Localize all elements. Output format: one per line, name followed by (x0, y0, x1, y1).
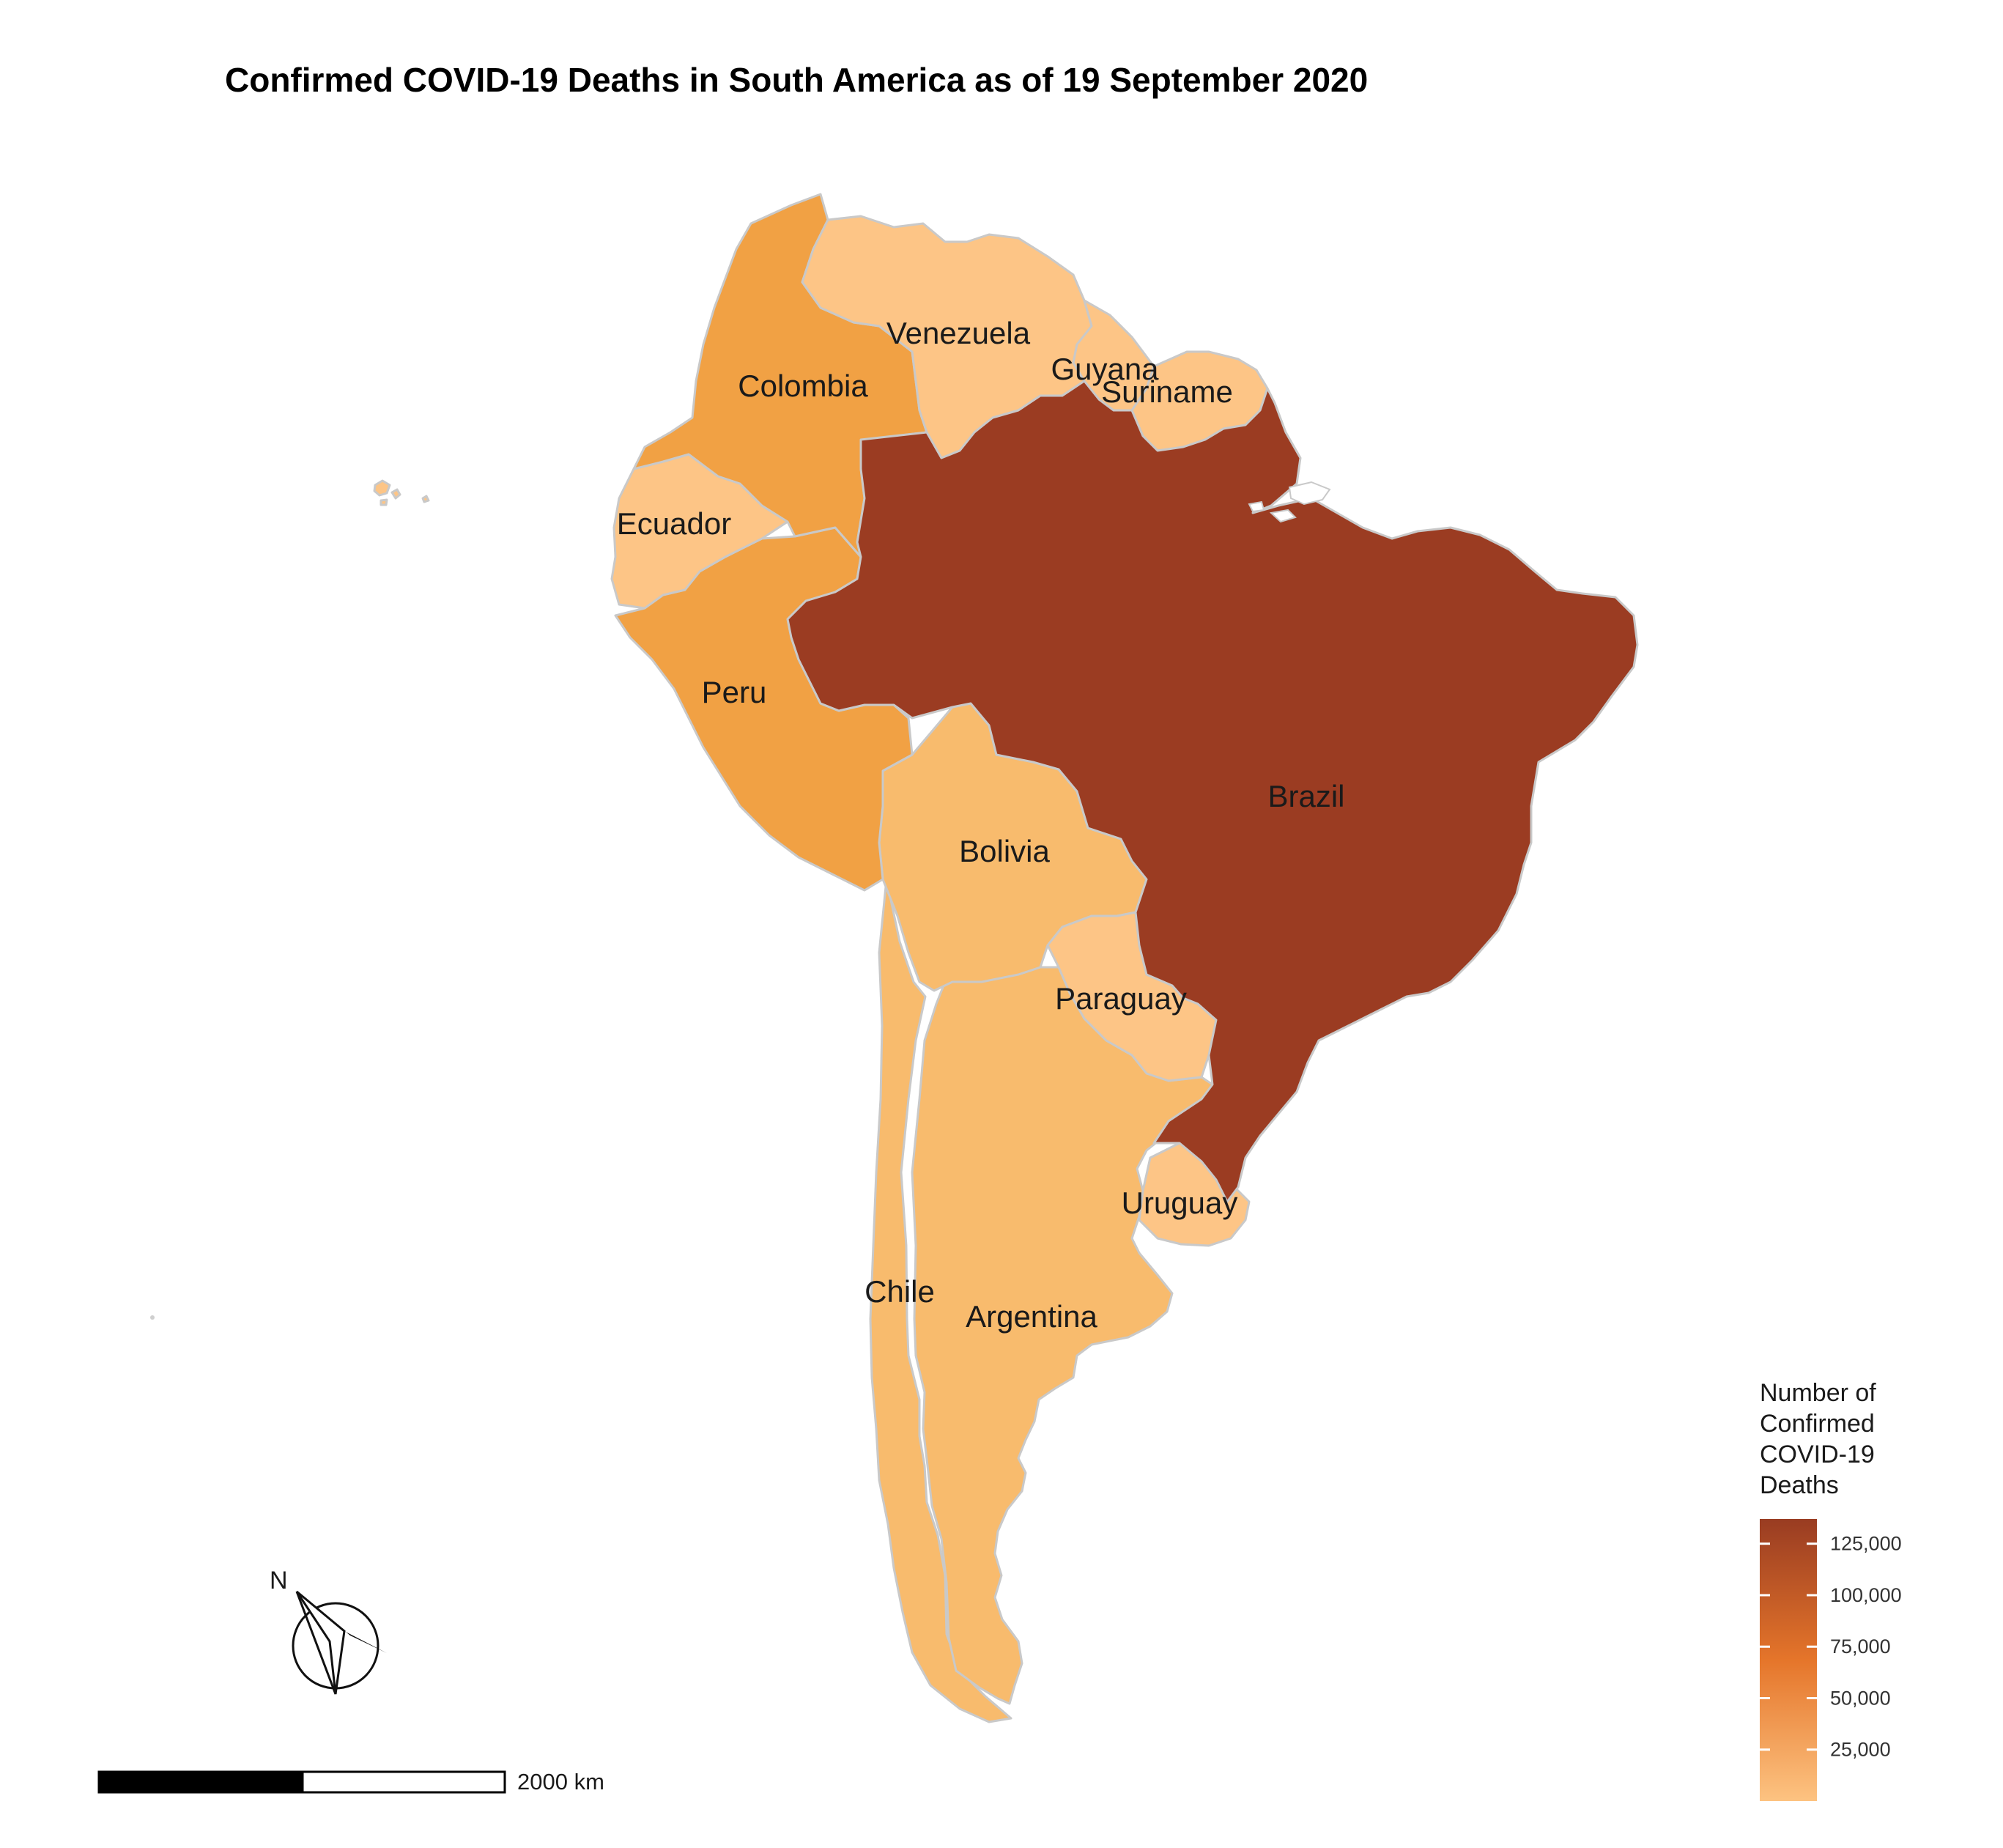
legend-tick-label: 100,000 (1830, 1584, 1902, 1606)
scale-bar-label: 2000 km (517, 1769, 604, 1795)
country-shape-galapagos (373, 479, 430, 506)
country-labels: Venezuela Colombia Guyana Suriname Ecuad… (617, 316, 1345, 1334)
country-label-ecuador: Ecuador (617, 506, 731, 541)
countries-layer (373, 193, 1639, 1723)
legend-title-line-3: COVID-19 (1760, 1441, 1875, 1468)
north-arrow-axis (295, 1591, 337, 1695)
legend-tick-label: 75,000 (1830, 1636, 1891, 1657)
country-label-colombia: Colombia (738, 369, 868, 403)
legend-title-line-1: Number of (1760, 1379, 1876, 1407)
country-label-suriname: Suriname (1101, 374, 1233, 409)
country-label-brazil: Brazil (1267, 779, 1344, 813)
country-label-chile: Chile (864, 1274, 935, 1309)
legend-tick-label: 50,000 (1830, 1687, 1891, 1709)
country-shape-brazil (786, 380, 1639, 1203)
small-island (150, 1315, 155, 1320)
north-arrow: N (270, 1567, 387, 1695)
legend-tick-label: 125,000 (1830, 1533, 1902, 1555)
scale-bar-white-segment (301, 1770, 506, 1794)
country-label-venezuela: Venezuela (886, 316, 1031, 350)
legend-title-line-4: Deaths (1760, 1471, 1839, 1499)
country-label-guyana: Guyana (1051, 352, 1159, 386)
scale-bar: 2000 km (97, 1769, 604, 1795)
north-arrow-label: N (270, 1567, 288, 1594)
legend-title-line-2: Confirmed (1760, 1410, 1875, 1438)
country-label-uruguay: Uruguay (1122, 1186, 1238, 1220)
scale-bar-black-segment (97, 1770, 304, 1794)
map-title: Confirmed COVID-19 Deaths in South Ameri… (225, 61, 1368, 99)
legend-ticks: 25,000 50,000 75,000 100,000 125,000 (1760, 1533, 1902, 1761)
country-shape-chile (869, 878, 1012, 1723)
country-label-peru: Peru (702, 675, 767, 709)
legend-color-bar (1760, 1519, 1817, 1801)
country-label-argentina: Argentina (966, 1299, 1097, 1334)
legend-tick-label: 25,000 (1830, 1739, 1891, 1761)
country-label-bolivia: Bolivia (959, 834, 1050, 868)
amazon-delta-islands (1248, 481, 1331, 523)
legend: Number of Confirmed COVID-19 Deaths 25,0… (1760, 1379, 1902, 1801)
country-label-paraguay: Paraguay (1055, 981, 1187, 1016)
